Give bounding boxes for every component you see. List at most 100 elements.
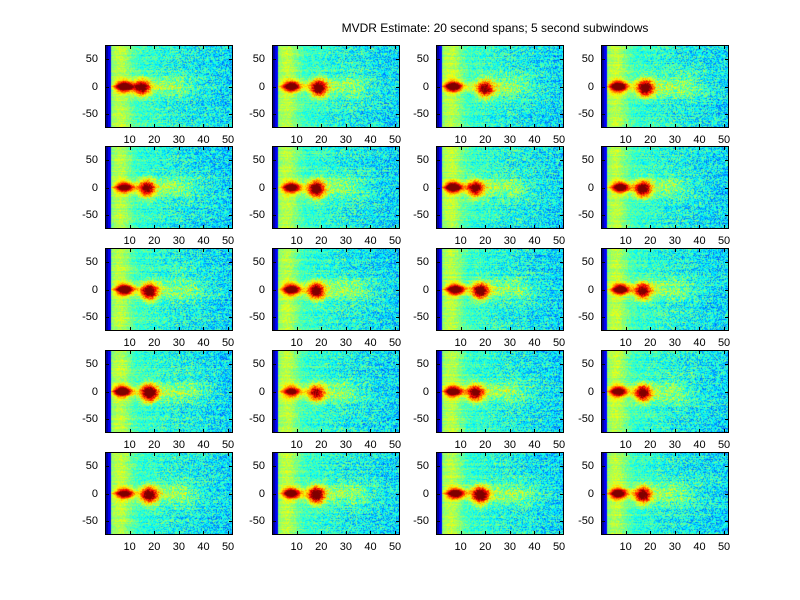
x-tick-mark [674,225,676,229]
heatmap-image [105,452,233,535]
x-tick-mark [370,429,372,433]
x-tick-mark [203,248,205,252]
axes-frame [436,45,564,128]
x-tick-label: 20 [479,235,492,247]
x-tick-mark [296,429,298,433]
x-tick-mark [674,45,676,49]
y-tick-mark [436,419,440,421]
y-tick-label: 0 [587,283,594,296]
x-tick-label: 40 [197,439,210,451]
x-tick-label: 30 [503,541,516,553]
x-tick-mark [228,327,230,331]
x-tick-mark [345,45,347,49]
x-tick-label: 30 [503,134,516,146]
x-tick-mark [699,45,701,49]
x-tick-mark [650,225,652,229]
heatmap-image [601,248,729,331]
x-tick-label: 30 [339,337,352,349]
x-tick-mark [724,531,726,535]
y-tick-mark [396,58,400,60]
x-tick-label: 20 [479,337,492,349]
x-tick-label: 30 [668,439,681,451]
x-tick-mark [534,146,536,150]
x-tick-mark [650,248,652,252]
x-tick-mark [460,248,462,252]
y-tick-mark [560,86,564,88]
x-tick-mark [345,225,347,229]
y-tick-label: -50 [249,413,265,426]
y-tick-label: 0 [258,181,265,194]
x-tick-mark [228,429,230,433]
x-tick-mark [625,225,627,229]
x-tick-label: 40 [528,235,541,247]
y-tick-mark [105,215,109,217]
y-tick-mark [725,419,729,421]
x-tick-mark [129,124,131,128]
y-tick-label: 0 [91,283,98,296]
x-tick-label: 10 [290,439,303,451]
x-tick-mark [178,225,180,229]
x-tick-mark [699,225,701,229]
x-tick-label: 50 [221,337,235,349]
x-tick-mark [154,531,156,535]
x-tick-mark [178,248,180,252]
x-tick-mark [345,350,347,354]
x-tick-label: 30 [339,134,352,146]
axes-frame [272,45,400,128]
x-tick-label: 20 [315,337,328,349]
y-tick-mark [601,159,605,161]
heatmap-image [601,45,729,128]
y-tick-label: -50 [578,108,594,121]
y-tick-mark [229,391,233,393]
x-tick-label: 10 [619,541,632,553]
y-tick-mark [725,187,729,189]
x-tick-mark [485,429,487,433]
y-tick-label: 0 [91,181,98,194]
x-tick-mark [203,45,205,49]
x-tick-mark [625,531,627,535]
x-tick-mark [203,124,205,128]
x-tick-mark [178,429,180,433]
y-tick-mark [436,86,440,88]
x-tick-label: 50 [717,134,731,146]
y-tick-label: 0 [91,487,98,500]
y-tick-mark [601,261,605,263]
y-tick-mark [396,363,400,365]
x-tick-label: 20 [148,235,161,247]
heatmap-image [105,248,233,331]
x-tick-label: 40 [528,439,541,451]
x-tick-mark [674,429,676,433]
y-tick-mark [229,317,233,319]
x-tick-mark [203,146,205,150]
x-tick-mark [559,124,561,128]
x-tick-label: 20 [644,134,657,146]
x-tick-label: 10 [619,337,632,349]
axes-frame [105,248,233,331]
x-tick-mark [129,248,131,252]
x-tick-mark [724,146,726,150]
y-tick-label: 50 [581,255,594,268]
y-tick-mark [601,58,605,60]
y-tick-label: -50 [413,515,429,528]
x-tick-mark [674,350,676,354]
x-tick-mark [178,350,180,354]
y-tick-mark [436,114,440,116]
x-tick-mark [559,146,561,150]
y-tick-mark [601,187,605,189]
x-tick-mark [625,452,627,456]
y-tick-label: -50 [82,311,98,324]
x-tick-mark [724,124,726,128]
y-tick-mark [396,187,400,189]
x-tick-mark [625,350,627,354]
y-tick-mark [396,521,400,523]
x-tick-mark [178,146,180,150]
x-tick-label: 30 [668,235,681,247]
y-tick-mark [396,261,400,263]
y-tick-mark [725,465,729,467]
x-tick-mark [625,45,627,49]
x-tick-label: 40 [693,337,706,349]
y-tick-mark [229,261,233,263]
heatmap-panel-r2-c1: -50 0 50 10 20 30 40 50 [82,146,234,247]
axes-frame [272,452,400,535]
x-tick-label: 20 [479,439,492,451]
